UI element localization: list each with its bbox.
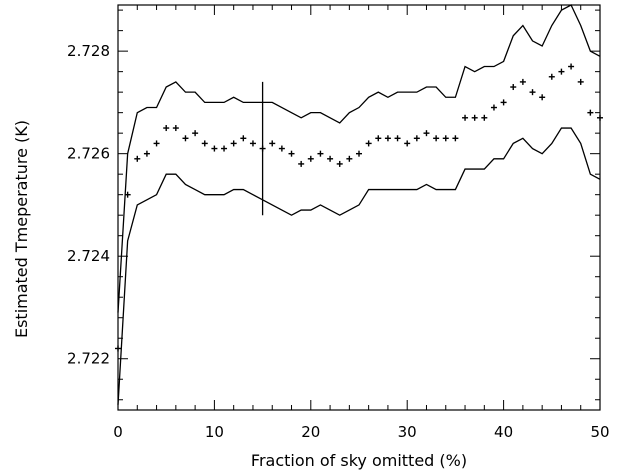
- y-axis-title: Estimated Tmeperature (K): [12, 120, 31, 338]
- y-tick-label: 2.724: [67, 247, 110, 265]
- data-point: [221, 145, 228, 152]
- data-point: [433, 135, 440, 142]
- data-point: [587, 109, 594, 116]
- data-point: [172, 125, 179, 132]
- data-point: [558, 68, 565, 75]
- data-point: [211, 145, 218, 152]
- data-point: [346, 155, 353, 162]
- x-tick-label: 40: [494, 423, 513, 441]
- x-tick-label: 10: [205, 423, 224, 441]
- data-point: [269, 140, 276, 147]
- data-point: [327, 155, 334, 162]
- axes: 0 10 20 30 40 50 2.722 2.724 2.726 2.728: [67, 4, 610, 441]
- data-point: [182, 135, 189, 142]
- data-point: [481, 114, 488, 121]
- data-point: [519, 78, 526, 85]
- data-point: [539, 94, 546, 101]
- data-point: [288, 150, 295, 157]
- x-tick-label: 20: [301, 423, 320, 441]
- y-tick-label: 2.722: [67, 350, 110, 368]
- envelope-line: [117, 127, 601, 405]
- data-point: [153, 140, 160, 147]
- data-point: [134, 155, 141, 162]
- x-tick-label: 0: [113, 423, 123, 441]
- data-point: [548, 73, 555, 80]
- data-point: [143, 150, 150, 157]
- data-point: [307, 155, 314, 162]
- data-point: [384, 135, 391, 142]
- data-point: [336, 160, 343, 167]
- data-point: [394, 135, 401, 142]
- data-point: [577, 78, 584, 85]
- data-point: [249, 140, 256, 147]
- data-point: [529, 89, 536, 96]
- plot-area: [115, 4, 603, 405]
- data-point: [413, 135, 420, 142]
- data-point: [462, 114, 469, 121]
- data-point: [404, 140, 411, 147]
- data-point: [365, 140, 372, 147]
- data-point: [163, 125, 170, 132]
- x-axis-title: Fraction of sky omitted (%): [251, 451, 467, 470]
- data-point: [298, 160, 305, 167]
- data-point: [490, 104, 497, 111]
- data-point: [192, 130, 199, 137]
- data-point: [471, 114, 478, 121]
- data-point: [201, 140, 208, 147]
- data-point: [375, 135, 382, 142]
- data-point: [423, 130, 430, 137]
- y-tick-label: 2.726: [67, 145, 110, 163]
- x-tick-label: 50: [590, 423, 609, 441]
- data-point: [568, 63, 575, 70]
- x-tick-label: 30: [398, 423, 417, 441]
- data-point: [317, 150, 324, 157]
- data-point: [442, 135, 449, 142]
- data-point: [230, 140, 237, 147]
- data-point: [240, 135, 247, 142]
- data-point: [452, 135, 459, 142]
- data-point: [510, 84, 517, 91]
- plot-frame: [117, 4, 601, 411]
- data-point: [356, 150, 362, 157]
- envelope-line: [117, 4, 601, 313]
- data-point: [278, 145, 285, 152]
- y-tick-label: 2.728: [67, 42, 110, 60]
- data-point: [500, 99, 507, 106]
